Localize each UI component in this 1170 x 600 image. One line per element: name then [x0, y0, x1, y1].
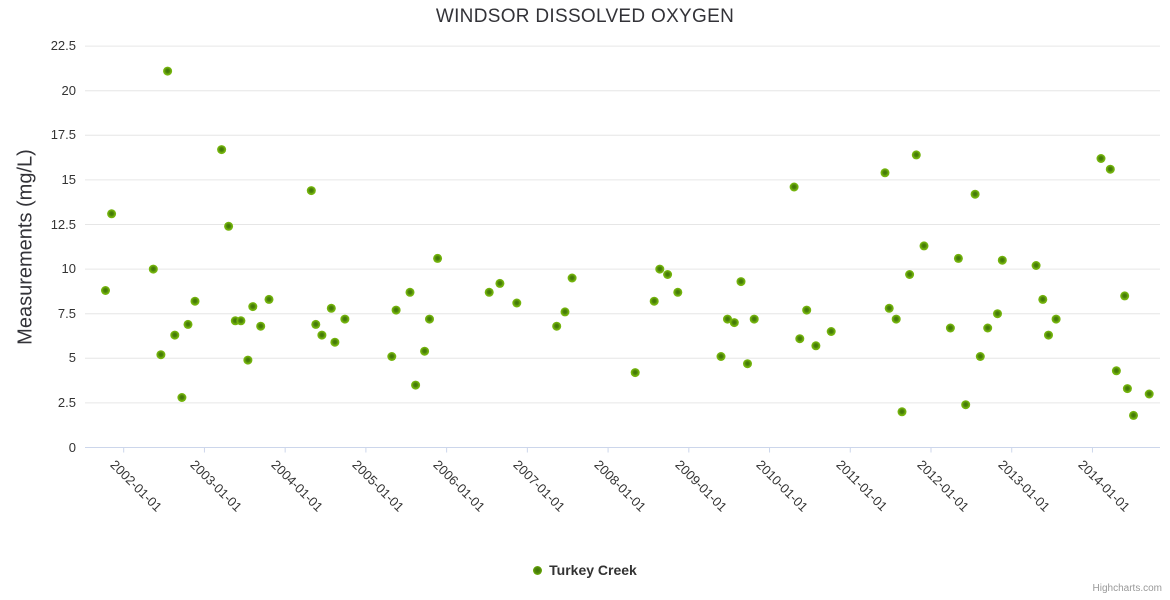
data-point[interactable] [326, 303, 336, 313]
data-point[interactable] [243, 355, 253, 365]
data-point[interactable] [387, 352, 397, 361]
data-point[interactable] [248, 302, 258, 312]
data-point[interactable] [1122, 384, 1132, 394]
data-point[interactable] [1031, 261, 1041, 270]
data-point[interactable] [795, 334, 805, 344]
data-point[interactable] [897, 407, 907, 417]
data-point[interactable] [880, 168, 890, 178]
data-point[interactable] [919, 241, 929, 251]
data-point[interactable] [420, 346, 430, 356]
data-point[interactable] [975, 352, 985, 361]
data-point[interactable] [953, 253, 963, 263]
highcharts-credit-link[interactable]: Highcharts.com [1092, 583, 1162, 594]
data-point[interactable] [723, 314, 732, 324]
y-axis-label: 12.5 [50, 216, 76, 232]
data-point[interactable] [484, 287, 494, 297]
data-point[interactable] [107, 209, 117, 219]
data-point[interactable] [330, 337, 340, 347]
data-point[interactable] [1105, 164, 1115, 174]
data-point[interactable] [433, 253, 443, 263]
y-axis-label: 20 [61, 82, 76, 98]
y-axis-label: 22.5 [50, 38, 76, 54]
data-point[interactable] [649, 296, 659, 306]
legend-marker-icon [533, 565, 543, 575]
data-point[interactable] [425, 314, 434, 324]
data-point[interactable] [306, 186, 316, 196]
data-point[interactable] [945, 323, 955, 333]
data-point[interactable] [997, 255, 1007, 265]
data-point[interactable] [736, 277, 746, 287]
data-point[interactable] [716, 352, 726, 361]
data-point[interactable] [1144, 389, 1154, 399]
data-point[interactable] [961, 400, 971, 410]
data-point[interactable] [236, 316, 246, 326]
data-point[interactable] [1044, 330, 1053, 340]
legend-label: Turkey Creek [549, 562, 637, 578]
data-point[interactable] [560, 307, 570, 317]
data-point[interactable] [148, 264, 158, 274]
data-point[interactable] [170, 330, 180, 340]
data-point[interactable] [729, 318, 739, 328]
data-point[interactable] [224, 221, 234, 231]
data-point[interactable] [1038, 294, 1048, 304]
data-point[interactable] [891, 314, 901, 324]
data-point[interactable] [183, 319, 193, 329]
data-point[interactable] [826, 327, 836, 336]
data-point[interactable] [630, 368, 640, 378]
data-point[interactable] [983, 323, 993, 333]
data-point[interactable] [1120, 291, 1130, 301]
data-point[interactable] [911, 150, 921, 160]
data-point[interactable] [311, 319, 321, 329]
data-point[interactable] [190, 296, 200, 306]
data-point[interactable] [884, 303, 894, 313]
data-point[interactable] [495, 278, 505, 288]
data-point[interactable] [673, 287, 683, 297]
data-point[interactable] [811, 341, 821, 351]
data-point[interactable] [317, 330, 327, 340]
data-point[interactable] [655, 264, 665, 274]
chart-title: WINDSOR DISSOLVED OXYGEN [435, 6, 735, 27]
data-point[interactable] [905, 270, 915, 279]
data-point[interactable] [391, 305, 401, 315]
data-point[interactable] [789, 182, 799, 192]
y-axis-label: 15 [61, 171, 76, 187]
y-axis-label: 0 [68, 439, 76, 455]
data-point[interactable] [411, 380, 421, 390]
data-point[interactable] [1096, 154, 1106, 163]
y-axis-label: 10 [61, 261, 76, 277]
data-point[interactable] [256, 321, 266, 331]
data-point[interactable] [264, 294, 274, 304]
y-axis-label: 5 [68, 350, 76, 366]
data-point[interactable] [802, 305, 812, 315]
data-point[interactable] [663, 270, 673, 279]
data-point[interactable] [552, 321, 562, 331]
data-point[interactable] [749, 314, 759, 324]
data-point[interactable] [567, 273, 577, 283]
data-point[interactable] [970, 189, 980, 199]
y-axis-label: 2.5 [57, 394, 76, 410]
data-point[interactable] [163, 66, 173, 76]
data-point[interactable] [1129, 410, 1138, 420]
data-point[interactable] [512, 298, 522, 308]
data-point[interactable] [156, 350, 166, 360]
legend-item-turkey-creek[interactable]: Turkey Creek [533, 562, 637, 578]
data-point[interactable] [217, 145, 227, 155]
data-point[interactable] [993, 309, 1002, 319]
data-point[interactable] [101, 286, 110, 295]
y-axis-label: 17.5 [50, 127, 76, 143]
data-point[interactable] [405, 287, 415, 297]
y-axis-label: 7.5 [57, 305, 76, 321]
data-point[interactable] [1051, 314, 1061, 324]
data-point[interactable] [340, 314, 350, 324]
data-point[interactable] [743, 359, 752, 369]
data-point[interactable] [177, 393, 187, 402]
data-point[interactable] [1111, 366, 1121, 376]
legend: Turkey Creek [0, 562, 1170, 578]
